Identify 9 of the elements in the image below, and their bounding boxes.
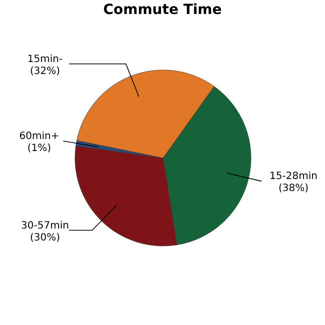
- chart-title: Commute Time: [103, 2, 222, 18]
- slice-label: 30-57min: [21, 220, 69, 232]
- data-label: (1%): [27, 142, 52, 154]
- slice-label: 15-28min: [270, 171, 318, 182]
- slice-label: 15min-: [27, 54, 63, 65]
- data-label: (30%): [30, 232, 60, 244]
- data-label: (32%): [30, 66, 60, 77]
- data-label: (38%): [278, 183, 309, 194]
- slice-label: 60min+: [19, 130, 60, 142]
